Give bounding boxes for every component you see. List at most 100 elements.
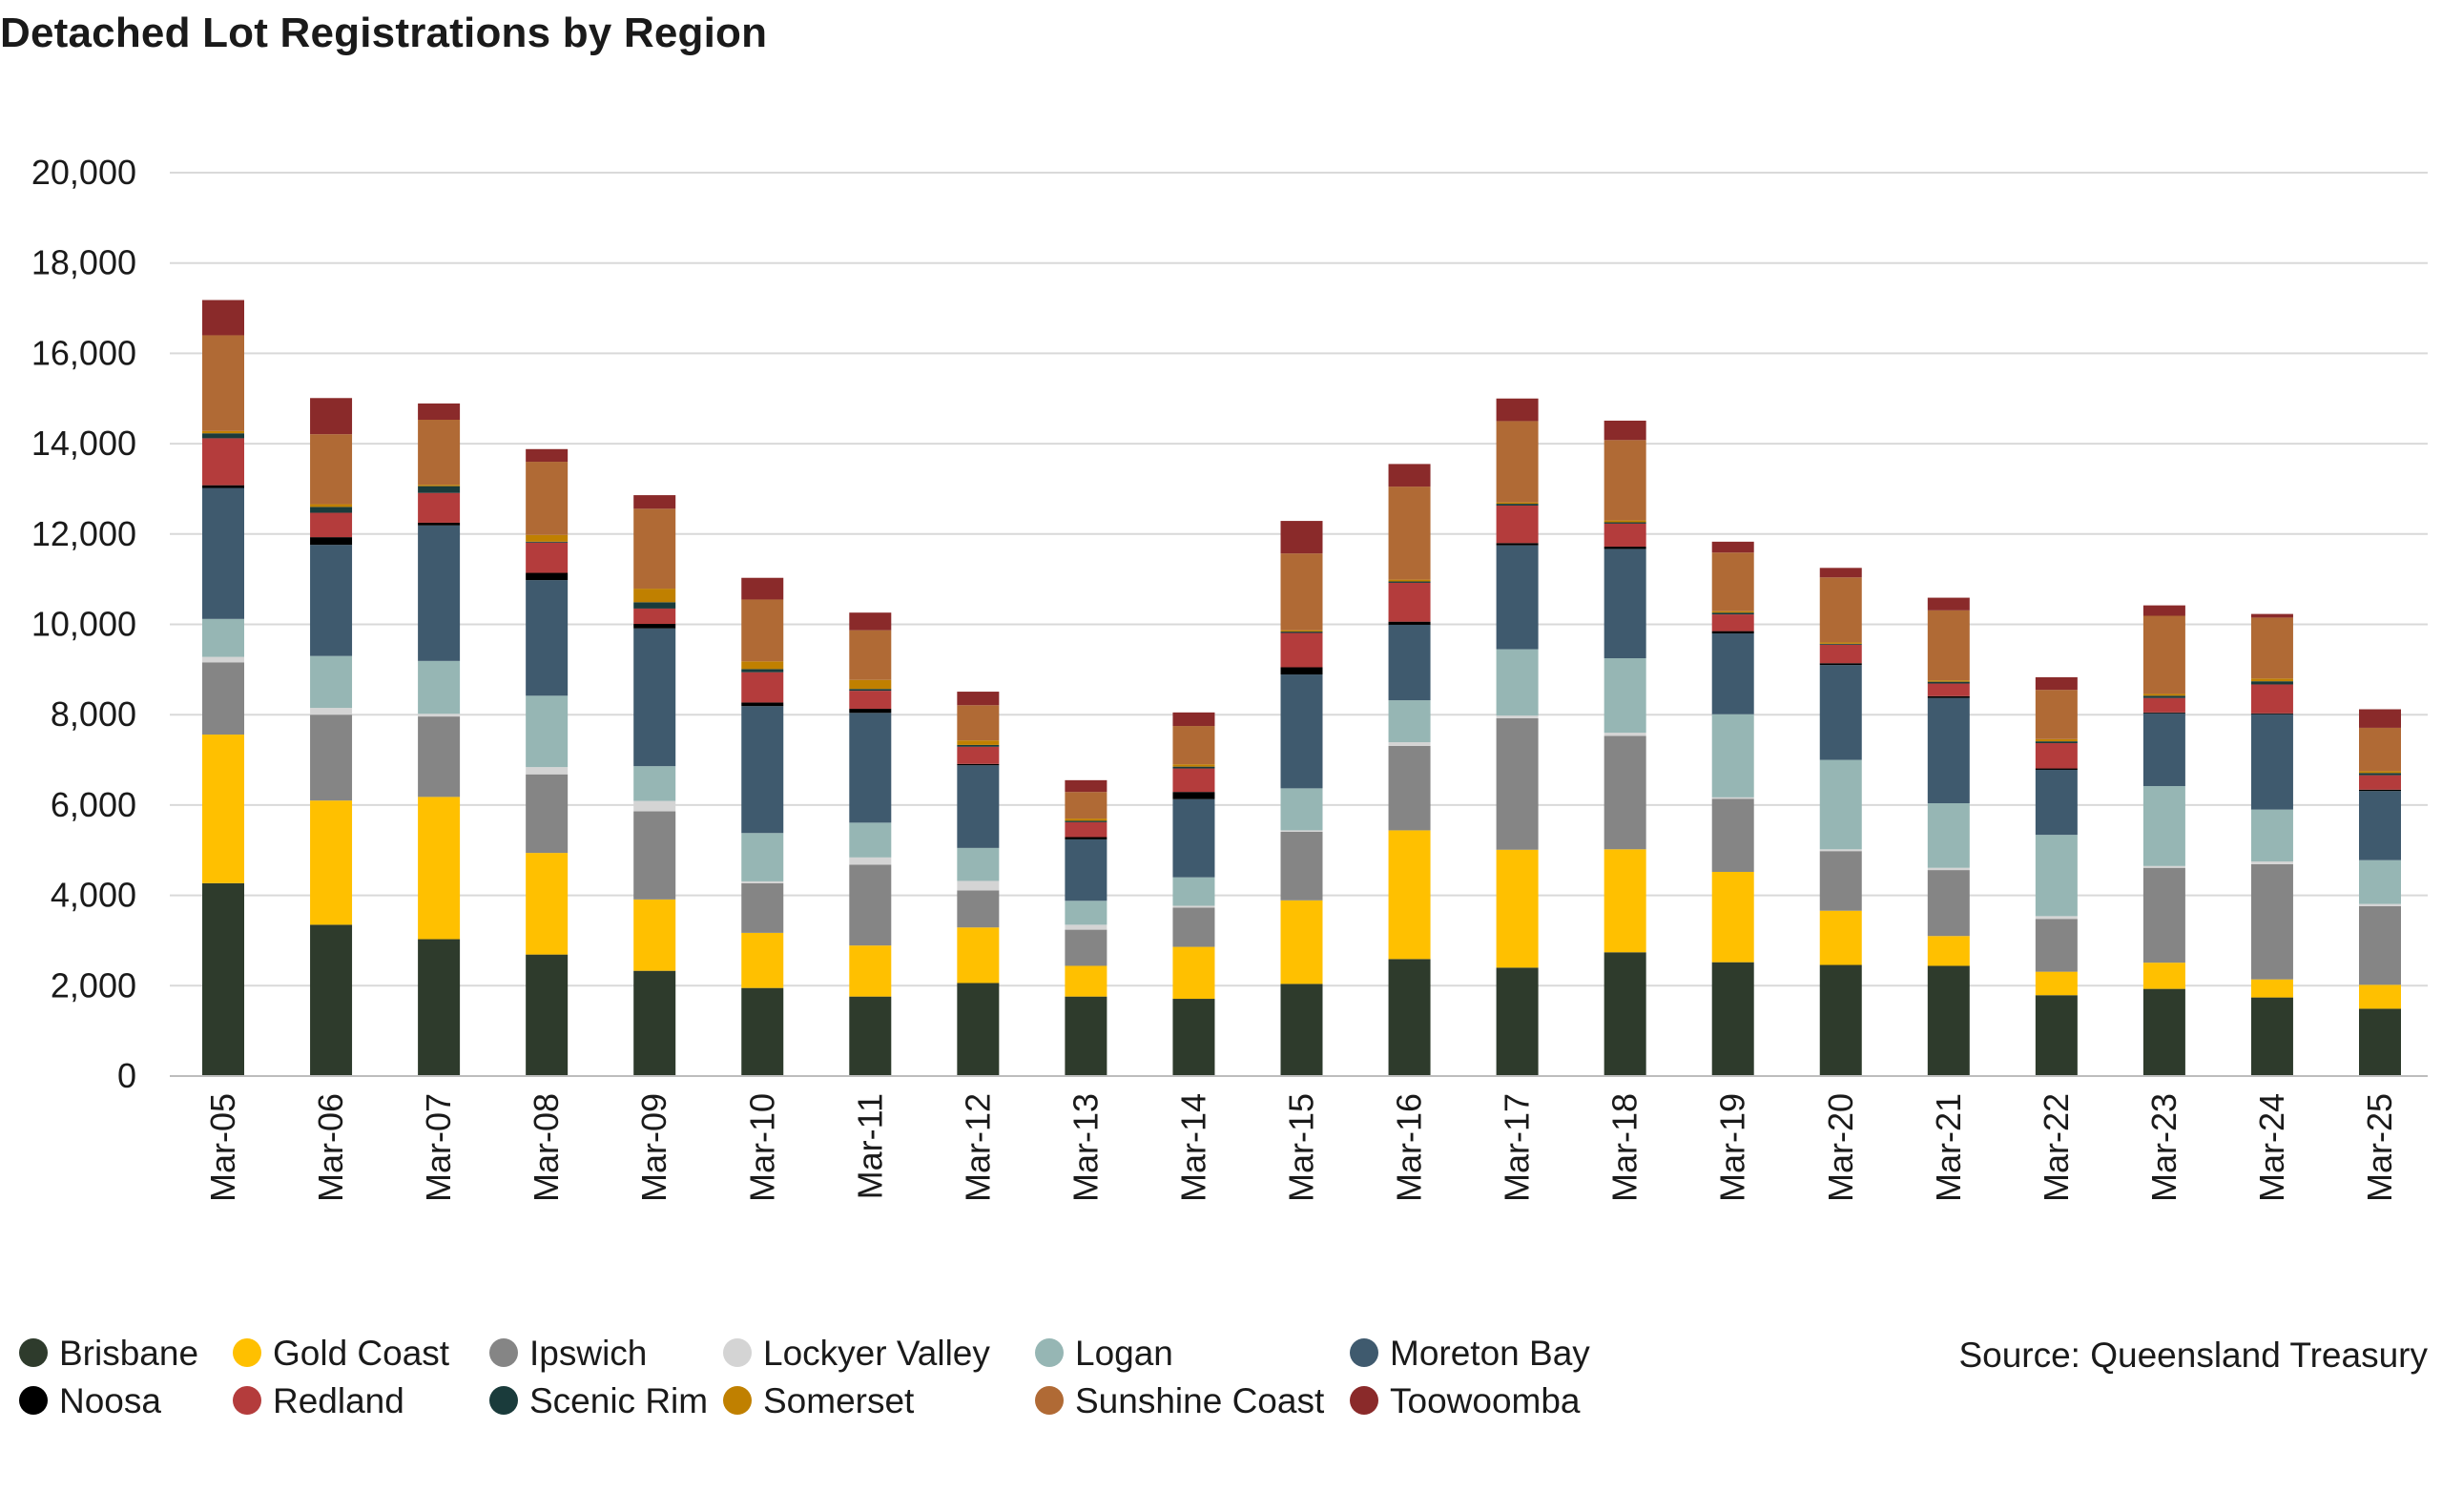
bar-segment xyxy=(1280,831,1323,901)
bar-segment xyxy=(633,624,676,629)
legend-label: Sunshine Coast xyxy=(1075,1381,1325,1420)
bar-stack xyxy=(2359,709,2401,1076)
legend-label: Lockyer Valley xyxy=(763,1334,990,1373)
legend-item: Toowoomba xyxy=(1350,1381,1581,1420)
bar-segment xyxy=(741,672,784,703)
y-tick-label: 18,000 xyxy=(31,243,136,282)
bar-segment xyxy=(1604,522,1646,524)
bar-segment xyxy=(1927,867,1970,871)
bar-segment xyxy=(1496,502,1539,505)
bar-segment xyxy=(2359,860,2401,904)
bar-segment xyxy=(1927,936,1970,966)
bar-segment xyxy=(1388,745,1431,831)
y-tick-label: 10,000 xyxy=(31,605,136,644)
bar-segment xyxy=(1388,959,1431,1076)
bar-segment xyxy=(1172,907,1215,947)
bar-segment xyxy=(418,522,461,526)
bar-segment xyxy=(2035,741,2078,744)
bar-stack xyxy=(849,612,892,1076)
bar-segment xyxy=(1280,788,1323,831)
bar-segment xyxy=(1065,837,1107,839)
bar-stack xyxy=(1604,420,1646,1076)
y-tick-label: 0 xyxy=(117,1056,136,1095)
bar-segment xyxy=(2359,709,2401,728)
bar-segment xyxy=(2142,697,2185,713)
bar-segment xyxy=(2142,963,2185,989)
bar-segment xyxy=(1496,398,1539,422)
bar-segment xyxy=(1172,999,1215,1076)
bar-segment xyxy=(849,709,892,714)
y-tick-label: 20,000 xyxy=(31,153,136,192)
bar-segment xyxy=(1172,798,1215,878)
bar-segment xyxy=(310,537,353,546)
bar-segment xyxy=(2250,809,2293,862)
legend-label: Scenic Rim xyxy=(529,1381,708,1420)
bar-segment xyxy=(2359,789,2401,792)
bar-segment xyxy=(1604,549,1646,659)
bar-segment xyxy=(2359,773,2401,776)
y-tick-label: 8,000 xyxy=(51,694,136,734)
bar-segment xyxy=(202,735,244,883)
bar-segment xyxy=(526,534,569,542)
y-tick-label: 14,000 xyxy=(31,424,136,463)
y-tick-label: 2,000 xyxy=(51,965,136,1005)
bar-segment xyxy=(633,899,676,971)
bar-segment xyxy=(1711,612,1754,615)
legend-label: Gold Coast xyxy=(273,1334,450,1373)
bar-segment xyxy=(1496,717,1539,850)
bar-segment xyxy=(2142,988,2185,1076)
bar-stack xyxy=(1172,712,1215,1076)
bar-segment xyxy=(1927,870,1970,937)
chart-title: Detached Lot Registrations by Region xyxy=(0,10,768,56)
legend-item: Somerset xyxy=(723,1381,915,1420)
bar-segment xyxy=(741,706,784,834)
bar-segment xyxy=(1496,967,1539,1076)
bar-segment xyxy=(741,882,784,933)
x-tick-label: Mar-20 xyxy=(1821,1093,1860,1202)
bar-segment xyxy=(1280,900,1323,984)
bar-segment xyxy=(526,774,569,854)
bar-segment xyxy=(1280,674,1323,789)
bar-segment xyxy=(310,924,353,1076)
bar-segment xyxy=(418,716,461,797)
x-tick-label: Mar-17 xyxy=(1498,1093,1537,1202)
bar-segment xyxy=(1604,952,1646,1076)
bar-stack xyxy=(633,495,676,1076)
bar-segment xyxy=(418,403,461,421)
bar-stack xyxy=(2035,676,2078,1076)
y-axis-ticks: 0 2,000 4,000 6,000 8,000 10,000 12,000 14,000 1… xyxy=(31,153,136,1095)
bar-segment xyxy=(202,485,244,488)
bar-segment xyxy=(1280,521,1323,554)
legend-marker xyxy=(19,1338,48,1367)
bar-segment xyxy=(526,448,569,463)
bar-segment xyxy=(1280,984,1323,1076)
bar-segment xyxy=(633,811,676,900)
x-tick-label: Mar-09 xyxy=(634,1093,673,1202)
bar-segment xyxy=(957,890,1000,928)
legend-marker xyxy=(489,1338,518,1367)
bar-segment xyxy=(310,434,353,505)
bar-segment xyxy=(2035,738,2078,742)
bar-segment xyxy=(1065,901,1107,925)
y-tick-label: 6,000 xyxy=(51,785,136,824)
bar-segment xyxy=(1065,779,1107,793)
legend-item: Brisbane xyxy=(19,1334,198,1373)
bar-segment xyxy=(202,430,244,434)
bar-segment xyxy=(418,939,461,1076)
bar-segment xyxy=(1388,700,1431,743)
bar-segment xyxy=(957,692,1000,706)
bar-segment xyxy=(849,713,892,823)
bar-segment xyxy=(849,857,892,865)
bar-stack xyxy=(1711,541,1754,1076)
bar-segment xyxy=(1927,683,1970,696)
legend-marker xyxy=(723,1386,752,1415)
bar-segment xyxy=(202,438,244,486)
bar-stack xyxy=(2142,605,2185,1076)
bar-segment xyxy=(418,525,461,661)
bar-segment xyxy=(418,797,461,940)
bar-segment xyxy=(957,927,1000,984)
bar-segment xyxy=(2035,916,2078,920)
bar-segment xyxy=(202,433,244,439)
x-tick-label: Mar-07 xyxy=(419,1093,458,1202)
bar-segment xyxy=(849,996,892,1076)
